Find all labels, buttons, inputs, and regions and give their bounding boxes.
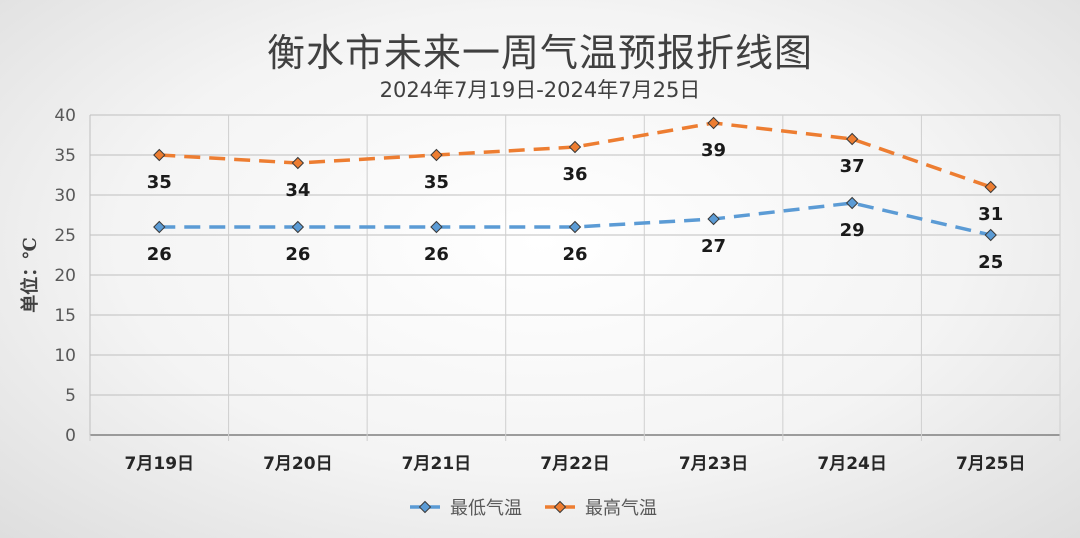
data-point-marker — [153, 148, 166, 162]
y-tick-label: 15 — [54, 306, 76, 326]
data-label: 26 — [285, 244, 310, 265]
data-label: 26 — [147, 244, 172, 265]
x-tick-label: 7月21日 — [402, 454, 472, 474]
data-point-marker — [568, 220, 582, 234]
data-label: 26 — [562, 244, 587, 265]
data-point-marker — [291, 220, 305, 234]
data-point-marker — [984, 180, 997, 194]
data-label: 27 — [701, 236, 726, 257]
data-label: 29 — [840, 220, 865, 241]
legend-marker — [418, 500, 432, 514]
x-tick-label: 7月22日 — [540, 454, 610, 474]
data-label: 31 — [978, 204, 1003, 225]
y-tick-label: 35 — [54, 146, 76, 166]
data-point-marker — [707, 212, 720, 226]
y-tick-label: 10 — [54, 346, 76, 366]
data-point-marker — [845, 196, 859, 210]
data-point-marker — [568, 140, 582, 154]
data-label: 34 — [285, 180, 310, 201]
x-tick-label: 7月23日 — [679, 454, 749, 474]
chart-subtitle: 2024年7月19日-2024年7月25日 — [379, 78, 701, 102]
legend-label: 最高气温 — [585, 498, 657, 519]
data-point-marker — [845, 132, 859, 146]
x-tick-label: 7月24日 — [817, 454, 887, 474]
legend-label: 最低气温 — [450, 498, 522, 519]
data-label: 39 — [701, 140, 726, 161]
y-tick-label: 30 — [54, 186, 76, 206]
chart-title: 衡水市未来一周气温预报折线图 — [266, 31, 813, 75]
y-axis-title: 单位：℃ — [19, 237, 41, 313]
data-label: 36 — [562, 164, 587, 185]
data-label: 35 — [147, 172, 172, 193]
data-point-marker — [153, 220, 166, 234]
data-point-marker — [430, 220, 443, 234]
data-label: 26 — [424, 244, 449, 265]
x-tick-label: 7月25日 — [956, 454, 1026, 474]
data-point-marker — [430, 148, 443, 162]
y-tick-label: 20 — [54, 266, 76, 286]
data-point-marker — [291, 156, 305, 170]
y-tick-label: 25 — [54, 226, 76, 246]
data-label: 37 — [840, 156, 865, 177]
data-point-marker — [707, 116, 720, 130]
data-label: 25 — [978, 252, 1003, 273]
x-tick-label: 7月20日 — [263, 454, 333, 474]
data-point-marker — [984, 228, 997, 242]
x-tick-label: 7月19日 — [125, 454, 195, 474]
data-label: 35 — [424, 172, 449, 193]
y-tick-label: 5 — [65, 386, 76, 406]
y-tick-label: 0 — [65, 426, 76, 446]
y-tick-label: 40 — [54, 106, 76, 126]
legend-marker — [553, 500, 567, 514]
